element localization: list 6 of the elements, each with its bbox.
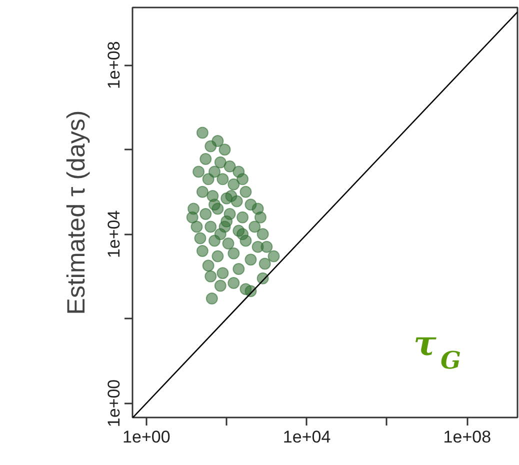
y-tick-label: 1e+08 (104, 41, 124, 89)
y-tick-label: 1e+04 (104, 210, 124, 258)
x-tick-label: 1e+08 (443, 428, 492, 446)
x-tick-label: 1e+00 (122, 428, 170, 446)
y-axis-title: Estimated τ (days) (62, 110, 90, 315)
x-tick-label: 1e+04 (282, 428, 331, 446)
